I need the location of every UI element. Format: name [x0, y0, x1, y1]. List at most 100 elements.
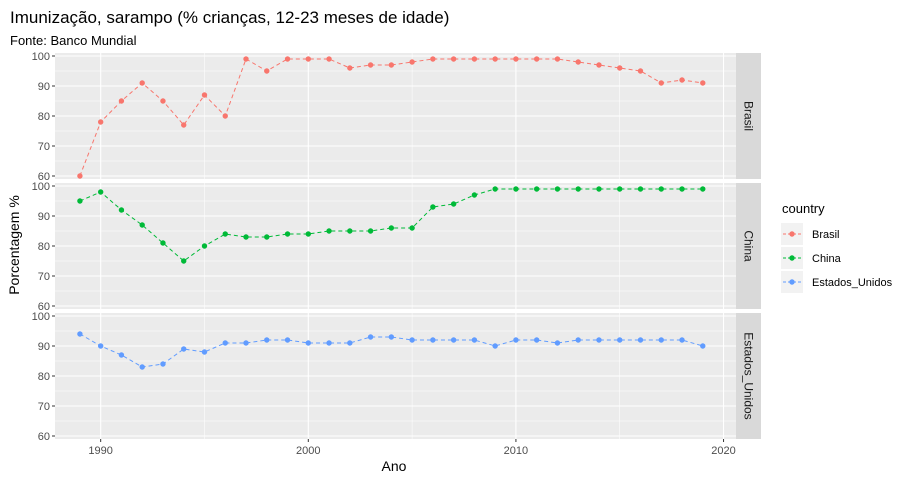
data-point — [222, 231, 228, 237]
data-point — [658, 80, 664, 86]
data-point — [617, 337, 623, 343]
data-point — [596, 62, 602, 68]
data-point — [430, 337, 436, 343]
legend-label: China — [812, 253, 842, 265]
data-point — [160, 240, 166, 246]
data-point — [347, 340, 353, 346]
data-point — [430, 56, 436, 62]
data-point — [347, 65, 353, 71]
data-point — [637, 337, 644, 343]
y-tick-label: 90 — [38, 341, 50, 353]
data-point — [388, 334, 395, 340]
data-point — [388, 225, 395, 231]
data-point — [700, 343, 706, 349]
chart-title: Imunização, sarampo (% crianças, 12-23 m… — [10, 8, 449, 27]
y-tick-label: 60 — [38, 301, 50, 313]
data-point — [596, 337, 602, 343]
chart-subtitle: Fonte: Banco Mundial — [10, 33, 137, 48]
data-point — [554, 340, 561, 346]
data-point — [554, 56, 561, 62]
legend-label: Estados_Unidos — [812, 277, 893, 289]
data-point — [118, 352, 125, 358]
data-point — [181, 122, 187, 128]
data-point — [222, 340, 228, 346]
data-point — [222, 113, 228, 119]
data-point — [575, 59, 581, 65]
legend-title: country — [782, 201, 825, 216]
data-point — [471, 337, 478, 343]
data-point — [513, 337, 519, 343]
data-point — [97, 189, 104, 195]
data-point — [617, 186, 623, 192]
x-tick-label: 2020 — [711, 445, 735, 457]
data-point — [575, 337, 581, 343]
panel-china: 60 70 80 90 100 China — [32, 181, 761, 313]
data-point — [77, 331, 83, 337]
y-tick-label: 100 — [32, 51, 50, 63]
data-point — [679, 77, 685, 83]
data-point — [679, 186, 685, 192]
data-point — [430, 204, 436, 210]
legend-key-point — [789, 231, 795, 237]
data-point — [367, 62, 374, 68]
data-point — [492, 186, 498, 192]
data-point — [160, 361, 166, 367]
y-tick-label: 60 — [38, 171, 50, 183]
data-point — [450, 56, 457, 62]
data-point — [617, 65, 623, 71]
data-point — [139, 364, 145, 370]
y-tick-label: 90 — [38, 211, 50, 223]
data-point — [513, 186, 519, 192]
data-point — [450, 337, 457, 343]
y-tick-label: 90 — [38, 81, 50, 93]
data-point — [264, 68, 270, 74]
x-axis: 1990 2000 2010 2020 — [88, 439, 736, 457]
legend-label: Brasil — [812, 229, 840, 241]
data-point — [533, 56, 540, 62]
data-point — [284, 231, 291, 237]
legend: country Brasil China Estados_Unidos — [781, 201, 893, 293]
data-point — [700, 186, 706, 192]
facet-strip-label: Estados_Unidos — [742, 332, 756, 419]
data-point — [326, 56, 332, 62]
data-point — [575, 186, 581, 192]
legend-key-point — [789, 255, 795, 261]
data-point — [513, 56, 519, 62]
x-tick-label: 2000 — [296, 445, 320, 457]
data-point — [243, 56, 249, 62]
data-point — [243, 340, 249, 346]
data-point — [305, 56, 311, 62]
data-point — [388, 62, 395, 68]
y-tick-label: 70 — [38, 271, 50, 283]
data-point — [471, 192, 478, 198]
data-point — [305, 340, 311, 346]
data-point — [77, 173, 83, 179]
data-point — [118, 98, 125, 104]
data-point — [243, 234, 249, 240]
data-point — [264, 234, 270, 240]
legend-key-point — [789, 279, 795, 285]
data-point — [679, 337, 685, 343]
data-point — [284, 56, 291, 62]
data-point — [554, 186, 561, 192]
data-point — [139, 222, 145, 228]
x-axis-label: Ano — [382, 458, 407, 474]
data-point — [347, 228, 353, 234]
y-tick-label: 70 — [38, 141, 50, 153]
data-point — [637, 68, 644, 74]
y-axis-label: Porcentagem % — [6, 195, 22, 295]
x-tick-label: 1990 — [88, 445, 112, 457]
data-point — [97, 343, 104, 349]
panels: 60 70 80 90 100 Brasil 60 70 80 90 100 China 60 70 80 9… — [32, 51, 761, 443]
y-tick-label: 100 — [32, 311, 50, 323]
data-point — [471, 56, 478, 62]
data-point — [77, 198, 83, 204]
data-point — [284, 337, 291, 343]
facet-strip-label: China — [742, 230, 756, 262]
data-point — [160, 98, 166, 104]
data-point — [533, 186, 540, 192]
data-point — [596, 186, 602, 192]
data-point — [409, 59, 415, 65]
y-tick-label: 80 — [38, 241, 50, 253]
y-tick-label: 100 — [32, 181, 50, 193]
